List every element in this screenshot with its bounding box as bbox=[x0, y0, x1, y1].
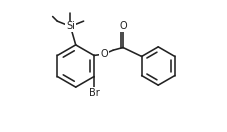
Text: O: O bbox=[100, 49, 107, 59]
Text: Br: Br bbox=[88, 88, 99, 98]
Text: Si: Si bbox=[66, 21, 74, 31]
Text: O: O bbox=[119, 21, 126, 31]
